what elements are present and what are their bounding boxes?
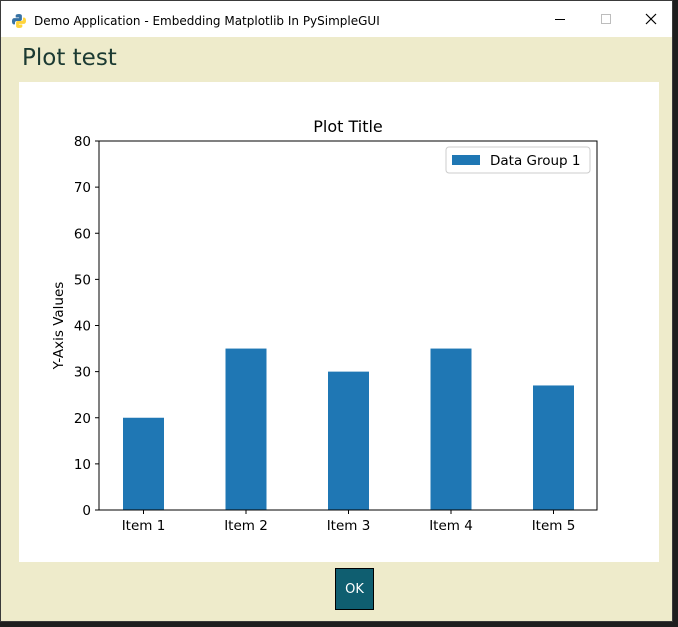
bar-4 (430, 348, 472, 510)
y-tick-label: 50 (74, 272, 91, 288)
maximize-icon (601, 14, 611, 24)
minimize-button[interactable] (537, 1, 583, 37)
y-tick-label: 70 (74, 180, 91, 196)
maximize-button[interactable] (583, 1, 629, 37)
x-tick-label: Item 2 (224, 518, 268, 534)
y-tick-label: 40 (74, 319, 91, 335)
ok-button[interactable]: OK (335, 568, 374, 610)
plot-canvas: 0 10 20 30 40 50 60 70 80 Item 1 Item 2 Item 3 Item … (19, 82, 659, 562)
title-bar[interactable]: Demo Application - Embedding Matplotlib … (1, 1, 672, 37)
x-tick-label: Item 4 (429, 518, 473, 534)
y-tick-label: 10 (74, 457, 91, 473)
legend-swatch (452, 155, 480, 165)
y-tick-label: 0 (82, 503, 91, 519)
y-tick-label: 20 (74, 411, 91, 427)
legend-box (445, 146, 591, 174)
chart-title: Plot Title (313, 117, 383, 136)
bar-1 (123, 417, 164, 510)
bar-3 (328, 371, 369, 510)
bar-chart: 0 10 20 30 40 50 60 70 80 Item 1 Item 2 Item 3 Item … (51, 117, 598, 534)
minimize-icon (555, 19, 565, 20)
y-tick-label: 80 (74, 134, 91, 150)
legend-label: Data Group 1 (490, 153, 581, 169)
bar-5 (533, 385, 574, 510)
page-title: Plot test (22, 45, 117, 71)
python-icon (12, 14, 26, 28)
window-title: Demo Application - Embedding Matplotlib … (34, 14, 380, 28)
bar-2 (225, 348, 267, 510)
y-tick-label: 60 (74, 226, 91, 242)
close-button[interactable] (628, 1, 674, 37)
y-axis-label: Y-Axis Values (51, 282, 67, 371)
y-tick-label: 30 (74, 365, 91, 381)
x-tick-label: Item 5 (532, 518, 576, 534)
close-icon (645, 13, 657, 25)
x-tick-label: Item 3 (327, 518, 371, 534)
x-tick-label: Item 1 (122, 518, 166, 534)
